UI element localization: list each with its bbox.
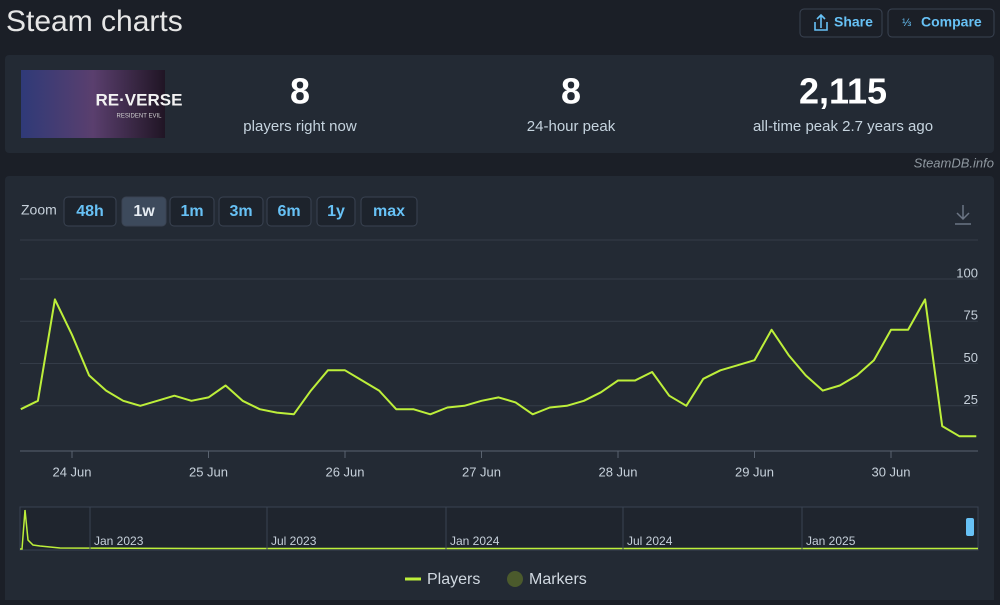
y-tick-label: 100 [956,265,978,280]
compare-icon: ⅓ [902,17,911,29]
stat-value: 8 [290,71,310,112]
chart-panel [5,176,994,605]
zoom-button-label: 1w [133,203,155,220]
download-icon[interactable] [955,205,971,225]
x-tick-label: 28 Jun [598,464,637,479]
x-tick-label: 24 Jun [52,464,91,479]
compare-label: Compare [921,14,982,30]
navigator-label: Jan 2025 [806,534,856,548]
x-tick-label: 25 Jun [189,464,228,479]
zoom-button-label: 1y [327,203,345,220]
navigator-label: Jul 2023 [271,534,317,548]
legend-swatch [507,571,523,587]
compare-button[interactable] [887,8,995,38]
zoom-button[interactable] [316,196,356,227]
stats-card [5,55,994,153]
zoom-button[interactable] [121,196,167,227]
stat-label: players right now [243,118,357,135]
stat-value: 8 [561,71,581,112]
legend-label: Markers [529,571,587,588]
y-tick-label: 50 [964,350,978,365]
navigator-line [20,509,978,550]
zoom-label: Zoom [21,202,57,218]
x-tick-label: 29 Jun [735,464,774,479]
share-icon [814,13,828,31]
stat-label: all-time peak 2.7 years ago [753,118,933,135]
zoom-button[interactable] [266,196,312,227]
zoom-button-label: 48h [76,203,104,220]
zoom-button-label: 1m [180,203,203,220]
game-logo: RE·VERSE [96,90,183,109]
zoom-button-label: 6m [277,203,300,220]
y-tick-label: 75 [964,308,978,323]
legend-label: Players [427,571,480,588]
navigator-handle[interactable] [966,518,974,536]
x-tick-label: 27 Jun [462,464,501,479]
y-tick-label: 25 [964,392,978,407]
share-label: Share [834,14,873,30]
page-title: Steam charts [6,5,183,38]
navigator-label: Jul 2024 [627,534,673,548]
zoom-button[interactable] [63,196,117,227]
stat-label: 24-hour peak [527,118,616,135]
credit: SteamDB.info [914,155,994,170]
legend: Players Markers [405,571,587,588]
x-tick-label: 30 Jun [871,464,910,479]
stat-value: 2,115 [799,71,887,112]
navigator-label: Jan 2023 [94,534,144,548]
x-tick-label: 26 Jun [325,464,364,479]
game-sublogo: RESIDENT EVIL [117,114,163,120]
zoom-button[interactable] [360,196,418,227]
zoom-button-label: 3m [229,203,252,220]
players-line [20,298,977,438]
navigator-label: Jan 2024 [450,534,500,548]
navigator[interactable] [19,506,979,551]
zoom-button-label: max [373,203,405,220]
zoom-button[interactable] [169,196,215,227]
zoom-button[interactable] [218,196,264,227]
game-image[interactable] [21,70,165,138]
